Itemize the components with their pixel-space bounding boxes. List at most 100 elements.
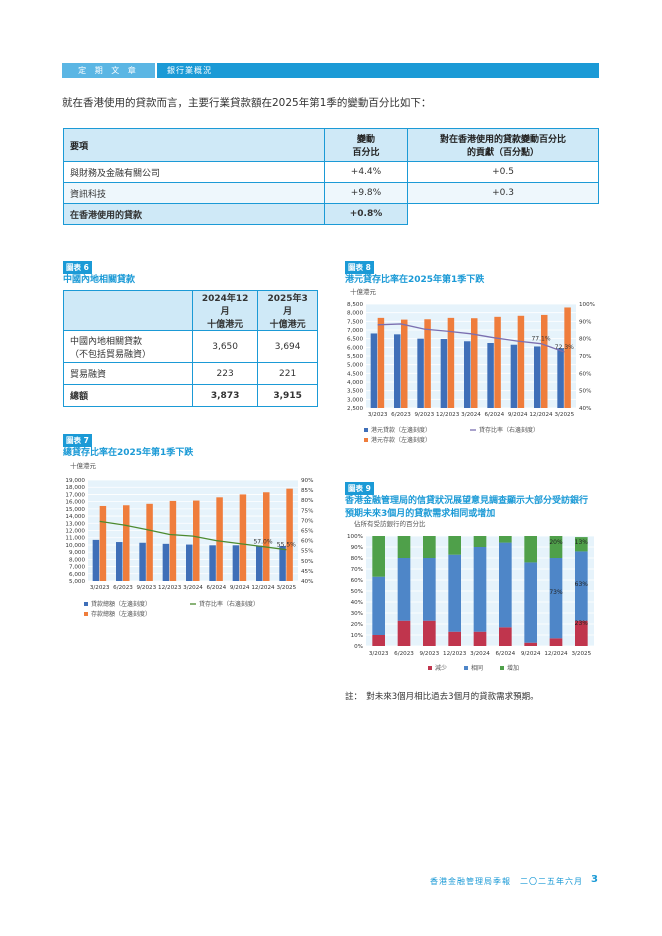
stacked-bar-segment [423,536,436,558]
stacked-bar-segment [397,536,411,558]
page-number: 3 [591,874,598,885]
table2-cell: 貿易融資 [63,362,193,385]
bar [541,314,548,408]
x-tick-label: 3/2023 [369,651,389,657]
y2-tick-label: 80% [579,337,591,343]
stacked-bar-segment [549,536,563,558]
y2-tick-label: 90% [301,478,313,484]
chart7-title: 總貸存比率在2025年第1季下跌 [63,448,194,458]
x-tick-label: 9/2023 [419,651,439,657]
bar [279,546,286,581]
y2-tick-label: 40% [301,579,313,585]
y-tick-label: 9,000 [69,550,85,556]
bar [92,539,100,581]
legend-swatch [500,666,504,670]
y-tick-label: 8,000 [69,557,85,563]
stacked-bar-segment [448,631,461,646]
y-axis-unit: 十億港元 [70,461,97,470]
y-tick-label: 20% [351,622,363,628]
y2-tick-label: 85% [301,488,313,494]
stacked-bar-segment [549,558,563,639]
legend-swatch [84,602,88,606]
chart7-label: 圖表 7 [63,434,92,447]
stacked-bar-segment [499,536,512,543]
y-tick-label: 80% [351,556,363,562]
x-tick-label: 3/2025 [554,412,574,418]
legend-label: 港元存款（左邊刻度） [371,436,431,444]
table1-cell-empty [407,203,599,225]
bar [239,494,247,581]
y-tick-label: 3,000 [347,397,363,403]
stacked-bar-segment [575,537,588,552]
bar [471,318,478,408]
chart9-label: 圖表 9 [345,482,374,495]
y-tick-label: 90% [351,545,363,551]
y-tick-label: 4,500 [347,371,363,377]
data-annotation: 55.5% [277,542,296,549]
table1-cell: +0.3 [407,182,599,204]
table1-header-item: 要項 [63,128,325,162]
stacked-bar-segment [423,558,436,621]
x-tick-label: 6/2023 [394,651,414,657]
stacked-bar-segment [372,635,385,646]
y2-tick-label: 70% [579,354,591,360]
y-tick-label: 7,000 [69,565,85,571]
bar [440,339,448,408]
chart9-title: 香港金融管理局的信貸狀況展望意見調查顯示大部分受訪銀行預期未來3個月的貸款需求相… [345,496,589,519]
y-tick-label: 13,000 [65,521,85,527]
y-tick-label: 7,500 [347,319,363,325]
y-tick-label: 6,500 [347,337,363,343]
legend-label: 相同 [471,664,483,672]
footer-publication: 香港金融管理局季報 二〇二五年六月 [430,877,583,886]
stacked-bar-segment [397,558,411,621]
table1-cell: +9.8% [324,182,408,204]
chart6-title: 中國內地相關貸款 [63,275,136,285]
x-tick-label: 6/2024 [495,651,515,657]
y-tick-label: 100% [347,534,363,540]
bar [193,500,200,581]
y-tick-label: 11,000 [65,536,85,542]
x-tick-label: 9/2023 [136,585,156,591]
x-tick-label: 12/2023 [436,412,460,418]
stacked-bar-segment [473,547,487,632]
y-tick-label: 5,500 [347,354,363,360]
bar [116,542,123,581]
bar [487,343,494,408]
stacked-bar-segment [575,620,588,646]
ratio-line [99,520,287,551]
mainland-loans-table: 2024年12月 十億港元 2025年3月 十億港元 中國內地相關貸款 （不包括… [63,290,318,407]
bar [263,492,270,581]
x-tick-label: 6/2023 [113,585,133,591]
stacked-bar-segment [524,642,537,646]
data-annotation: 13% [575,539,589,546]
y2-tick-label: 40% [579,406,591,412]
stacked-bar-segment [575,551,588,621]
y-tick-label: 5,000 [69,579,85,585]
legend-swatch [364,438,368,442]
y-tick-label: 10% [351,633,363,639]
y-tick-label: 17,000 [65,492,85,498]
legend-swatch [428,666,432,670]
stacked-bar-segment [524,562,537,643]
bar [534,346,541,408]
x-tick-label: 12/2023 [443,651,467,657]
table2-cell: 3,915 [257,384,318,407]
x-tick-label: 6/2023 [391,412,411,418]
chart9-heading: 圖表 9 香港金融管理局的信貸狀況展望意見調查顯示大部分受訪銀行預期未來3個月的… [345,476,595,521]
bar [447,317,455,408]
table2-cell: 3,650 [191,330,259,363]
section-tag: 定 期 文 章 [62,63,155,78]
y2-tick-label: 50% [579,389,591,395]
bar [424,319,431,408]
bar [169,500,177,581]
y-tick-label: 10,000 [65,543,85,549]
bar [557,348,564,408]
data-annotation: 20% [549,539,563,546]
y2-tick-label: 75% [301,508,313,514]
legend-label: 貸款總額（左邊刻度） [91,600,151,608]
table2-header: 2024年12月 十億港元 [191,290,259,331]
table2-cell: 3,873 [191,384,259,407]
stacked-bar-segment [473,631,487,646]
y2-tick-label: 65% [301,529,313,535]
